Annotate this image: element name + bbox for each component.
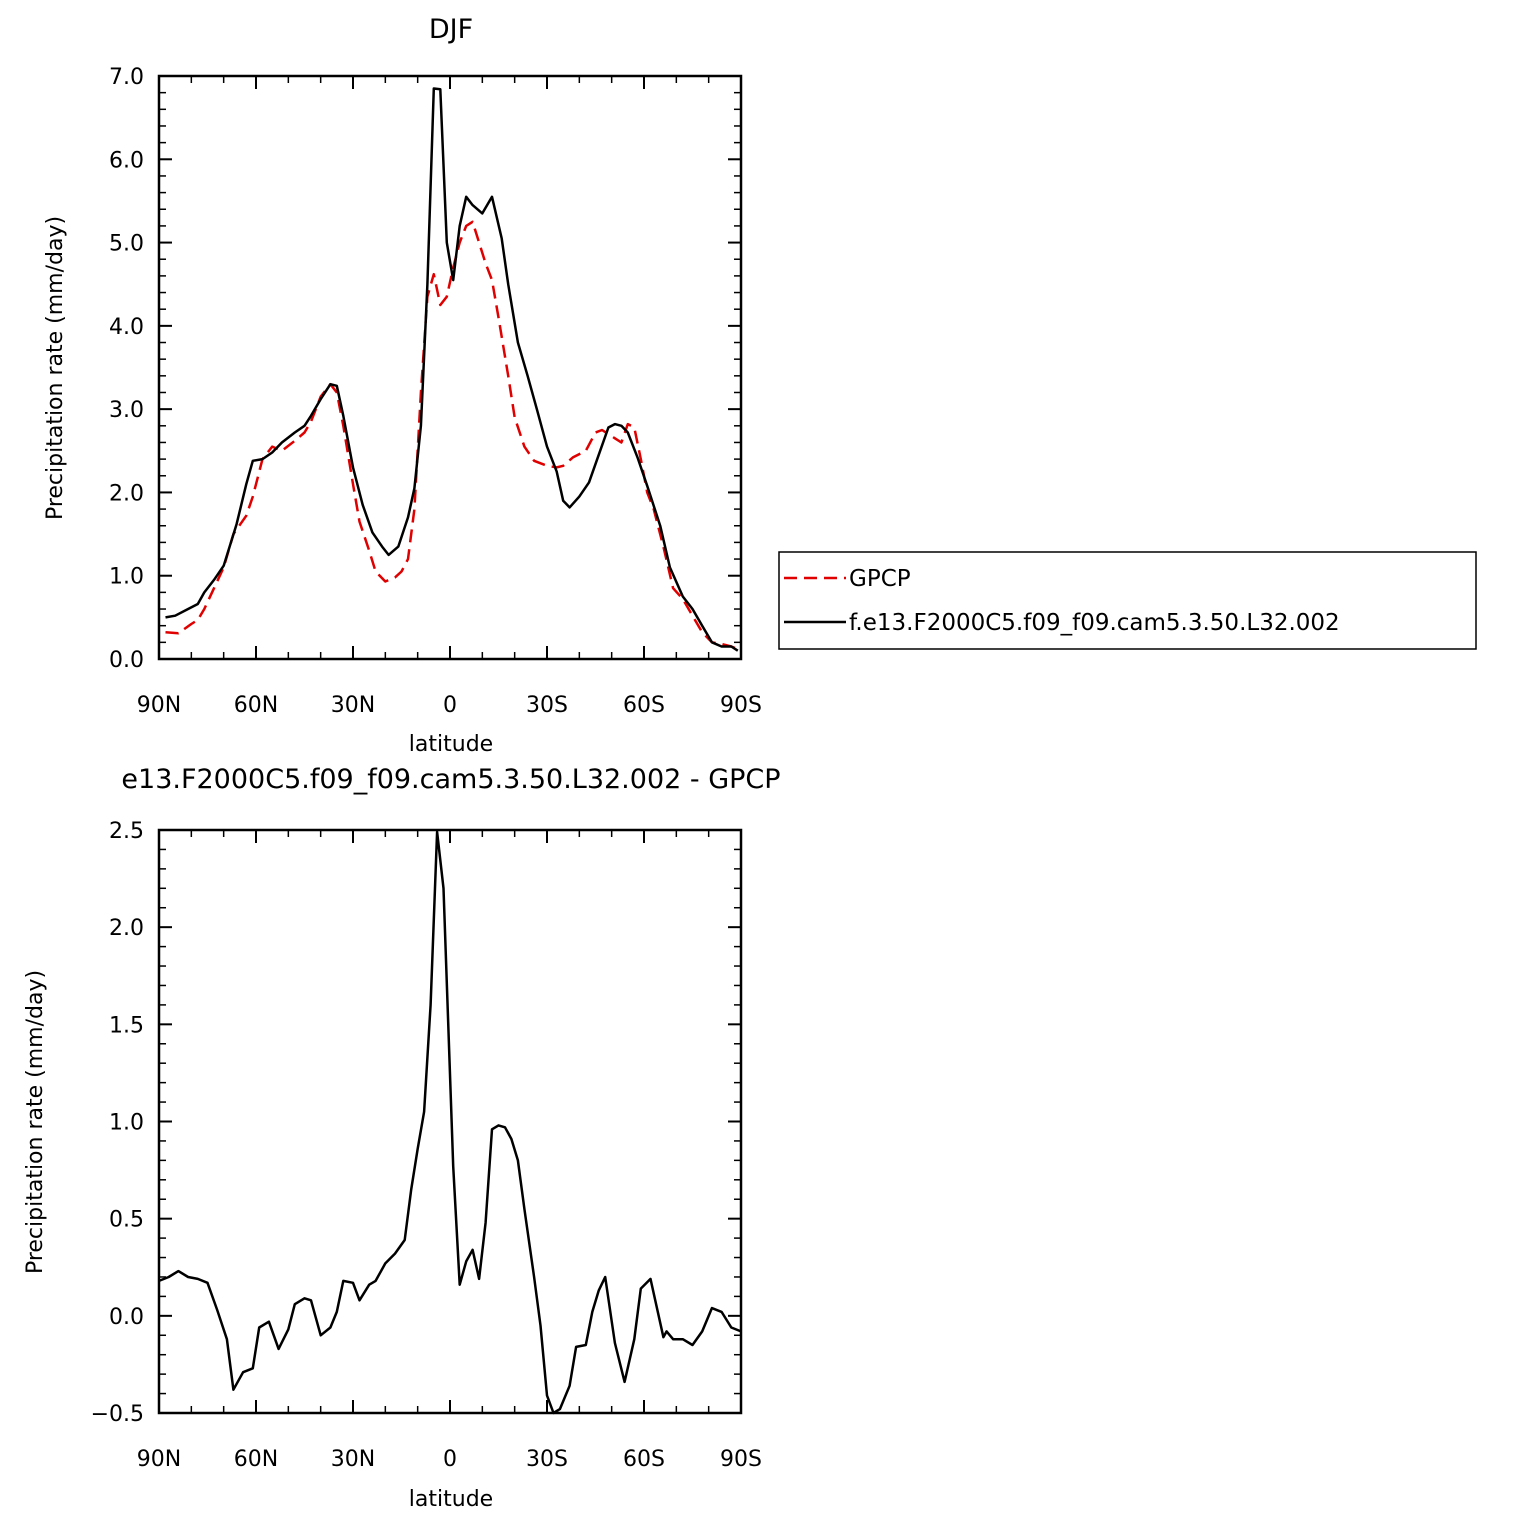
y-tick-label: 2.5 [109, 819, 144, 844]
y-tick-label: 6.0 [109, 148, 144, 173]
y-tick-label: 3.0 [109, 398, 144, 423]
top-panel-title: DJF [429, 14, 473, 45]
y-tick-label: 1.5 [109, 1013, 144, 1038]
y-tick-label: 0.0 [109, 648, 144, 673]
djf-panel: DJF 90N 60N 30N 0 30S 60S 90S 0.0 1.0 2.0 3.0 4.0 5.… [43, 14, 762, 757]
plot-frame [157, 74, 743, 661]
x-tick-label: 60S [623, 1447, 665, 1472]
legend-label-model: f.e13.F2000C5.f09_f09.cam5.3.50.L32.002 [849, 610, 1340, 636]
plot-frame [157, 828, 743, 1415]
x-tick-label: 30S [526, 693, 568, 718]
y-tick-label: 7.0 [109, 65, 144, 90]
legend: GPCP f.e13.F2000C5.f09_f09.cam5.3.50.L32… [778, 551, 1477, 650]
x-tick-label: 90N [137, 693, 181, 718]
bottom-plot-area: 90N 60N 30N 0 30S 60S 90S −0.5 0.0 0.5 1.0 1.5 2.0 2.… [91, 819, 762, 1472]
x-tick-label: 0 [443, 693, 457, 718]
x-tick-label: 30N [331, 1447, 375, 1472]
top-plot-area: 90N 60N 30N 0 30S 60S 90S 0.0 1.0 2.0 3.0 4.0 5.0 6.0… [109, 65, 762, 718]
legend-label-gpcp: GPCP [849, 566, 911, 592]
x-tick-label: 60S [623, 693, 665, 718]
bottom-y-axis-label: Precipitation rate (mm/day) [23, 970, 48, 1274]
series-line-0 [158, 830, 742, 1415]
series-line-0 [165, 220, 739, 651]
difference-panel: e13.F2000C5.f09_f09.cam5.3.50.L32.002 - … [23, 764, 781, 1512]
series-line-1 [165, 87, 739, 652]
bottom-x-axis-label: latitude [409, 1487, 493, 1512]
x-tick-label: 90N [137, 1447, 181, 1472]
x-tick-label: 60N [234, 1447, 278, 1472]
legend-box [778, 551, 1477, 650]
x-tick-label: 90S [720, 693, 762, 718]
top-x-axis-label: latitude [409, 732, 493, 757]
x-tick-label: 30S [526, 1447, 568, 1472]
top-y-axis-label: Precipitation rate (mm/day) [43, 216, 68, 520]
x-tick-label: 0 [443, 1447, 457, 1472]
y-tick-label: 1.0 [109, 565, 144, 590]
y-tick-label: 2.0 [109, 916, 144, 941]
y-tick-label: 4.0 [109, 315, 144, 340]
y-tick-label: 0.5 [109, 1208, 144, 1233]
x-tick-label: 60N [234, 693, 278, 718]
y-tick-label: 5.0 [109, 232, 144, 257]
x-tick-label: 90S [720, 1447, 762, 1472]
y-tick-label: 2.0 [109, 481, 144, 506]
y-tick-label: 1.0 [109, 1111, 144, 1136]
bottom-panel-title: e13.F2000C5.f09_f09.cam5.3.50.L32.002 - … [121, 764, 780, 795]
y-tick-label: −0.5 [91, 1402, 144, 1427]
y-tick-label: 0.0 [109, 1305, 144, 1330]
x-tick-label: 30N [331, 693, 375, 718]
